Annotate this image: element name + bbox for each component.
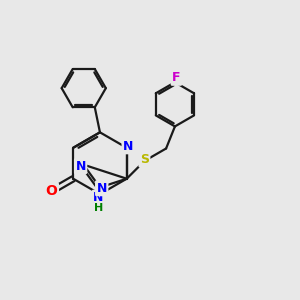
Text: F: F	[172, 71, 181, 84]
Text: N: N	[93, 191, 104, 204]
Text: N: N	[97, 182, 107, 195]
Text: H: H	[94, 203, 103, 213]
Text: N: N	[123, 140, 134, 153]
Text: O: O	[46, 184, 57, 198]
Text: N: N	[75, 160, 86, 173]
Text: S: S	[140, 153, 149, 166]
